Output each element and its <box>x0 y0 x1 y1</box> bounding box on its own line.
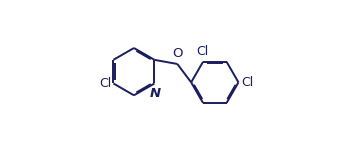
Text: Cl: Cl <box>196 45 208 59</box>
Text: Cl: Cl <box>99 77 111 90</box>
Text: Cl: Cl <box>241 76 253 89</box>
Text: N: N <box>150 87 161 100</box>
Text: O: O <box>172 47 183 60</box>
